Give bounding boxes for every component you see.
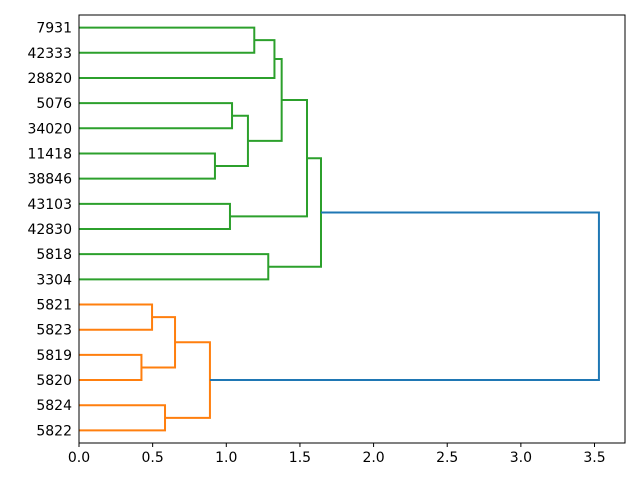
dendrogram-link (165, 341, 211, 419)
leaf-label: 3304 (36, 272, 72, 288)
dendrogram-link (79, 152, 216, 180)
leaf-label: 28820 (27, 71, 72, 87)
plot-border (78, 14, 626, 444)
dendrogram-link (79, 404, 167, 432)
x-tick-label: 3.0 (510, 450, 532, 466)
x-tick-label: 0.0 (68, 450, 90, 466)
dendrogram-link (79, 39, 276, 79)
leaf-label: 5821 (36, 298, 72, 314)
x-axis-ticks: 0.0 0.5 1.0 1.5 2.0 2.5 3.0 3.5 (68, 443, 606, 466)
dendrogram-link (141, 316, 177, 369)
dendrogram-link (79, 303, 154, 331)
x-tick-label: 2.0 (362, 450, 384, 466)
dendrogram-link (209, 211, 600, 382)
leaf-label: 43103 (27, 197, 72, 213)
dendrogram-links (79, 26, 600, 432)
dendrogram-link (79, 26, 256, 54)
leaf-label: 5820 (36, 373, 72, 389)
x-tick-label: 1.0 (215, 450, 237, 466)
leaf-label: 5819 (36, 348, 72, 364)
leaf-label: 38846 (27, 172, 72, 188)
leaf-label: 5823 (36, 323, 72, 339)
leaf-label: 11418 (27, 146, 72, 162)
x-tick-label: 1.5 (289, 450, 311, 466)
x-tick-label: 3.5 (583, 450, 605, 466)
dendrogram-link (79, 253, 270, 281)
leaf-label: 5824 (36, 398, 72, 414)
leaf-label: 42333 (27, 46, 72, 62)
plot-frame (78, 14, 626, 444)
y-axis-leaf-labels: 7931 42333 28820 5076 34020 11418 38846 43103 42… (27, 21, 72, 440)
dendrogram-link (268, 157, 322, 268)
leaf-label: 34020 (27, 121, 72, 137)
x-tick-label: 0.5 (142, 450, 164, 466)
dendrogram-link (229, 98, 309, 218)
dendrogram-link (79, 102, 234, 130)
leaf-label: 5076 (36, 96, 72, 112)
dendrogram-link (247, 58, 283, 142)
x-tick-label: 2.5 (436, 450, 458, 466)
leaf-label: 42830 (27, 222, 72, 238)
dendrogram-link (79, 353, 143, 382)
leaf-label: 5818 (36, 247, 72, 263)
leaf-label: 7931 (36, 21, 72, 37)
dendrogram-link (214, 114, 249, 168)
dendrogram-link (79, 202, 231, 230)
leaf-label: 5822 (36, 423, 72, 439)
